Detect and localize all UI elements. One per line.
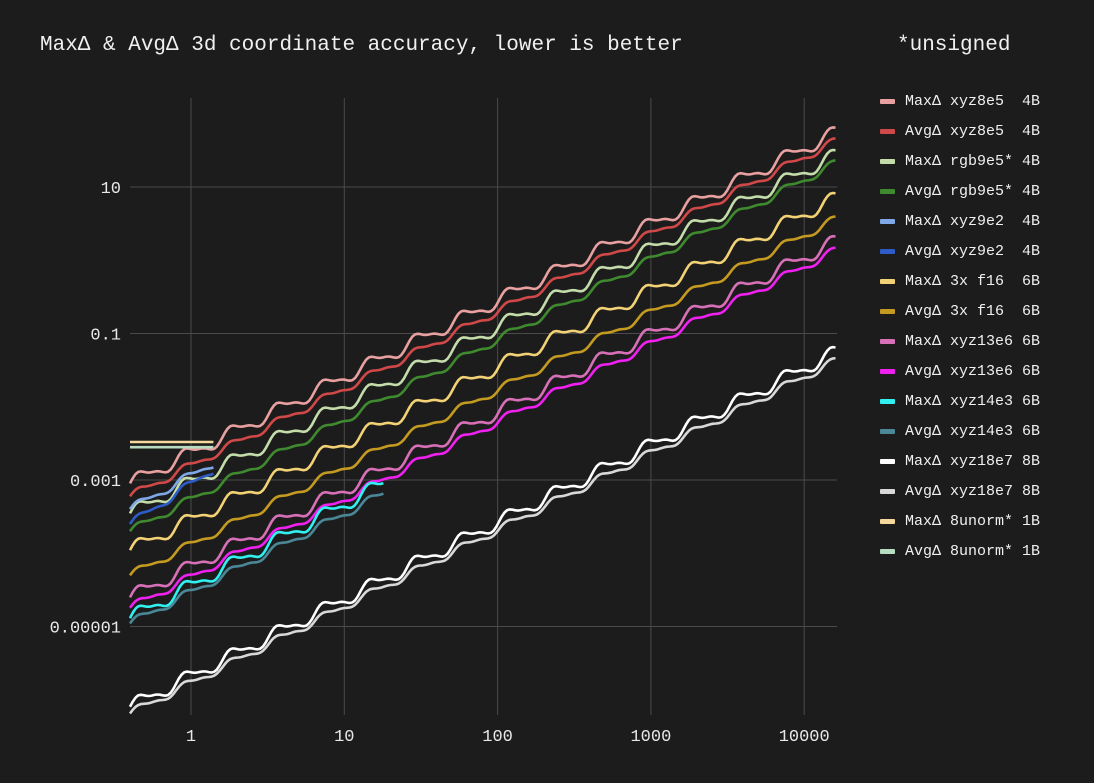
legend-item[interactable]: AvgΔ xyz14e3 6B — [880, 416, 1040, 446]
legend-item[interactable]: AvgΔ 8unorm* 1B — [880, 536, 1040, 566]
legend-item[interactable]: MaxΔ xyz14e3 6B — [880, 386, 1040, 416]
legend-label: MaxΔ rgb9e5* 4B — [905, 152, 1041, 170]
legend-item[interactable]: MaxΔ xyz8e5 4B — [880, 86, 1040, 116]
legend-item[interactable]: MaxΔ xyz9e2 4B — [880, 206, 1040, 236]
legend-swatch — [880, 338, 895, 344]
series-line-13 — [128, 356, 836, 715]
legend-swatch — [880, 368, 895, 374]
legend-swatch — [880, 308, 895, 314]
legend-item[interactable]: AvgΔ rgb9e5* 4B — [880, 176, 1040, 206]
series-lines — [128, 126, 836, 715]
x-tick-label: 100 — [482, 728, 513, 747]
legend-item[interactable]: MaxΔ rgb9e5* 4B — [880, 146, 1040, 176]
legend-swatch — [880, 398, 895, 404]
series-line-1 — [128, 137, 836, 498]
legend-label: MaxΔ xyz13e6 6B — [905, 332, 1041, 350]
chart-title: MaxΔ & AvgΔ 3d coordinate accuracy, lowe… — [40, 34, 683, 57]
series-line-5 — [128, 472, 215, 525]
legend-label: MaxΔ xyz8e5 4B — [905, 92, 1041, 110]
legend-item[interactable]: AvgΔ 3x f16 6B — [880, 296, 1040, 326]
series-line-8 — [128, 234, 836, 599]
x-tick-label: 1 — [186, 728, 196, 747]
y-tick-label: 0.001 — [70, 473, 121, 492]
legend-label: AvgΔ 8unorm* 1B — [905, 542, 1041, 560]
legend-label: MaxΔ 3x f16 6B — [905, 272, 1041, 290]
legend-label: AvgΔ xyz13e6 6B — [905, 362, 1041, 380]
legend-swatch — [880, 188, 895, 194]
legend-swatch — [880, 428, 895, 434]
series-line-4 — [128, 466, 215, 510]
legend-item[interactable]: AvgΔ xyz8e5 4B — [880, 116, 1040, 146]
legend-swatch — [880, 488, 895, 494]
legend-label: AvgΔ xyz14e3 6B — [905, 422, 1041, 440]
legend-item[interactable]: AvgΔ xyz18e7 8B — [880, 476, 1040, 506]
legend-label: AvgΔ rgb9e5* 4B — [905, 182, 1041, 200]
legend-swatch — [880, 248, 895, 254]
legend: MaxΔ xyz8e5 4B AvgΔ xyz8e5 4B MaxΔ rgb9e5*… — [880, 86, 1040, 566]
series-line-12 — [128, 345, 836, 708]
legend-swatch — [880, 218, 895, 224]
y-tick-label: 10 — [101, 180, 121, 199]
series-line-0 — [128, 126, 836, 485]
legend-item[interactable]: MaxΔ xyz13e6 6B — [880, 326, 1040, 356]
gridlines — [130, 98, 837, 715]
series-line-10 — [128, 481, 384, 619]
y-tick-label: 0.00001 — [50, 620, 121, 639]
legend-label: AvgΔ xyz8e5 4B — [905, 122, 1041, 140]
series-line-6 — [128, 191, 836, 551]
legend-label: MaxΔ xyz9e2 4B — [905, 212, 1041, 230]
x-tick-label: 1000 — [630, 728, 671, 747]
legend-label: AvgΔ 3x f16 6B — [905, 302, 1041, 320]
legend-swatch — [880, 548, 895, 554]
legend-swatch — [880, 158, 895, 164]
y-tick-label: 0.1 — [90, 327, 121, 346]
series-line-2 — [128, 148, 836, 515]
unsigned-note: *unsigned — [897, 34, 1011, 57]
legend-swatch — [880, 458, 895, 464]
series-line-3 — [128, 159, 836, 532]
legend-label: AvgΔ xyz9e2 4B — [905, 242, 1041, 260]
legend-item[interactable]: MaxΔ 3x f16 6B — [880, 266, 1040, 296]
legend-swatch — [880, 98, 895, 104]
legend-label: MaxΔ xyz18e7 8B — [905, 452, 1041, 470]
series-line-9 — [128, 246, 836, 609]
legend-item[interactable]: AvgΔ xyz13e6 6B — [880, 356, 1040, 386]
legend-label: MaxΔ xyz14e3 6B — [905, 392, 1041, 410]
series-line-7 — [128, 215, 836, 577]
series-line-11 — [128, 492, 384, 625]
legend-item[interactable]: MaxΔ xyz18e7 8B — [880, 446, 1040, 476]
legend-label: AvgΔ xyz18e7 8B — [905, 482, 1041, 500]
legend-item[interactable]: AvgΔ xyz9e2 4B — [880, 236, 1040, 266]
legend-swatch — [880, 128, 895, 134]
legend-swatch — [880, 518, 895, 524]
x-tick-label: 10 — [334, 728, 354, 747]
legend-item[interactable]: MaxΔ 8unorm* 1B — [880, 506, 1040, 536]
legend-label: MaxΔ 8unorm* 1B — [905, 512, 1041, 530]
legend-swatch — [880, 278, 895, 284]
tick-labels: 1 10 100 1000 10000 0.00001 0.001 0.1 10 — [50, 180, 830, 747]
x-tick-label: 10000 — [779, 728, 830, 747]
